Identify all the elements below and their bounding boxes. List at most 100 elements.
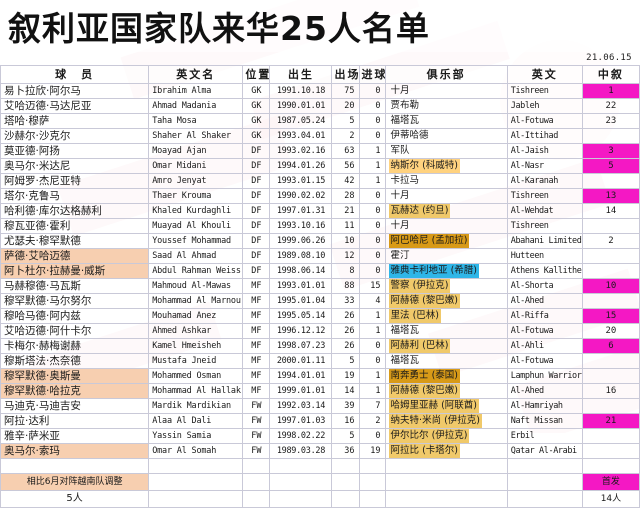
cell-cn-syr — [581, 428, 640, 444]
table-row[interactable]: 莫亚德·阿扬 Moayad Ajan DF 1993.02.16 63 1 军队 Al-Jai… — [0, 143, 640, 159]
cell-cn-syr: 3 — [581, 143, 640, 159]
cell-club: 贾布勒 — [384, 98, 508, 114]
cell-cn-syr — [581, 248, 640, 264]
cell-appearances: 2 — [331, 128, 360, 144]
cell-player-english: Yassin Samia — [148, 428, 244, 444]
cell-position: DF — [242, 173, 271, 189]
footer-empty-cell — [331, 473, 360, 491]
cell-birth: 1997.01.31 — [269, 203, 333, 219]
club-label: 警察 (伊拉克) — [388, 279, 451, 293]
cell-goals: 1 — [358, 173, 386, 189]
table-row[interactable]: 穆罕默德·哈拉克 Mohammad Al Hallak MF 1999.01.01 14… — [0, 383, 640, 399]
table-row[interactable]: 阿卜杜尔·拉赫曼·威斯 Abdul Rahman Weiss DF 1998.06.1… — [0, 263, 640, 279]
cell-goals: 0 — [358, 248, 386, 264]
club-label: 福塔瓦 — [390, 325, 420, 336]
cell-player-name: 奥马尔·索玛 — [0, 443, 150, 459]
cell-cn-syr — [581, 368, 640, 384]
table-row[interactable]: 塔尔·克鲁马 Thaer Krouma DF 1990.02.02 28 0 十月 Tishr… — [0, 188, 640, 204]
cell-position: DF — [242, 158, 271, 174]
cell-player-english: Omar Al Somah — [148, 443, 244, 459]
cell-cn-syr — [581, 128, 640, 144]
spacer-cell — [506, 458, 583, 474]
cell-appearances: 19 — [331, 368, 360, 384]
spacer-cell — [581, 458, 640, 474]
cell-goals: 15 — [358, 278, 386, 294]
cell-birth: 1990.01.01 — [269, 98, 333, 114]
spacer-cell — [331, 458, 360, 474]
spacer-cell — [358, 458, 386, 474]
club-label: 十月 — [390, 220, 410, 231]
table-row[interactable]: 雅辛·萨米亚 Yassin Samia FW 1998.02.22 5 0 伊尔比尔 (伊拉… — [0, 428, 640, 444]
club-label: 阿赫利 (巴林) — [388, 339, 451, 353]
cell-club-english: Naft Missan — [506, 413, 583, 429]
table-row[interactable]: 穆哈马德·阿内兹 Mouhamad Anez MF 1995.05.14 26 1 里法 (… — [0, 308, 640, 324]
cell-goals: 1 — [358, 158, 386, 174]
table-row[interactable]: 穆斯塔法·杰奈德 Mustafa Jneid MF 2000.01.11 5 0 福塔瓦 Al… — [0, 353, 640, 369]
table-row[interactable]: 易卜拉欣·阿尔马 Ibrahim Alma GK 1991.10.18 75 0 十月 Tis… — [0, 83, 640, 99]
cell-birth: 1993.02.16 — [269, 143, 333, 159]
spacer-cell — [269, 458, 333, 474]
table-row[interactable]: 阿拉·达利 Alaa Al Dali FW 1997.01.03 16 2 纳夫特·米尚 (… — [0, 413, 640, 429]
cell-birth: 1999.06.26 — [269, 233, 333, 249]
cell-appearances: 12 — [331, 248, 360, 264]
cell-club: 瓦赫达 (约旦) — [384, 203, 508, 219]
cell-position: DF — [242, 218, 271, 234]
table-row[interactable]: 塔哈·穆萨 Taha Mosa GK 1987.05.24 5 0 福塔瓦 Al-Fotuwa… — [0, 113, 640, 129]
table-row[interactable]: 奥马尔·米达尼 Omar Midani DF 1994.01.26 56 1 纳斯尔 (科威… — [0, 158, 640, 174]
cell-goals: 0 — [358, 233, 386, 249]
cell-club: 纳夫特·米尚 (伊拉克) — [384, 413, 508, 429]
club-label: 阿赫德 (黎巴嫩) — [388, 384, 460, 398]
club-label: 哈姆里亚赫 (阿联酋) — [388, 399, 479, 413]
table-row[interactable]: 穆罕默德·奥斯曼 Mohammed Osman MF 1994.01.01 19 1 南奔勇… — [0, 368, 640, 384]
table-row[interactable]: 穆瓦亚德·霍利 Muayad Al Khouli DF 1993.10.16 11 0 十月… — [0, 218, 640, 234]
table-row[interactable]: 尤瑟夫·穆罕默德 Youssef Mohammad DF 1999.06.26 10 0 阿… — [0, 233, 640, 249]
cell-player-english: Youssef Mohammad — [148, 233, 244, 249]
cell-club-english: Al-Ahli — [506, 338, 583, 354]
table-row[interactable]: 卡梅尔·赫梅谢赫 Kamel Hmeisheh MF 1998.07.23 26 0 阿赫利… — [0, 338, 640, 354]
cell-club: 十月 — [384, 188, 508, 204]
cell-club-english: Tishreen — [506, 83, 583, 99]
cell-player-english: Muayad Al Khouli — [148, 218, 244, 234]
cell-birth: 1991.10.18 — [269, 83, 333, 99]
cell-appearances: 63 — [331, 143, 360, 159]
footer-empty-cell — [358, 473, 386, 491]
cell-appearances: 5 — [331, 353, 360, 369]
cell-position: DF — [242, 233, 271, 249]
cell-club-english: Lamphun Warriors — [506, 368, 583, 384]
table-row[interactable]: 阿姆罗·杰尼亚特 Amro Jenyat DF 1993.01.15 42 1 卡拉马 Al-… — [0, 173, 640, 189]
cell-goals: 0 — [358, 83, 386, 99]
cell-club-english: Abahani Limited Dhaka — [506, 233, 583, 249]
header-position: 位置 — [242, 65, 271, 84]
cell-goals: 1 — [358, 143, 386, 159]
footer-empty-cell — [242, 473, 271, 491]
cell-goals: 0 — [358, 263, 386, 279]
cell-cn-syr: 2 — [581, 233, 640, 249]
table-row[interactable]: 哈利德·库尔达格赫利 Khaled Kurdaghli DF 1997.01.31 21… — [0, 203, 640, 219]
table-row[interactable]: 奥马尔·索玛 Omar Al Somah FW 1989.03.28 36 19 阿拉比 (… — [0, 443, 640, 459]
cell-cn-syr: 16 — [581, 383, 640, 399]
table-row[interactable]: 穆罕默德·马尔努尔 Mohammad Al Marnour MF 1995.01.04… — [0, 293, 640, 309]
cell-player-english: Saad Al Ahmad — [148, 248, 244, 264]
cell-player-english: Thaer Krouma — [148, 188, 244, 204]
cell-player-name: 萨德·艾哈迈德 — [0, 248, 150, 264]
cell-player-name: 卡梅尔·赫梅谢赫 — [0, 338, 150, 354]
cell-club: 阿巴哈尼 (孟加拉) — [384, 233, 508, 249]
cell-position: FW — [242, 443, 271, 459]
cell-club: 雅典卡利地亚 (希腊) — [384, 263, 508, 279]
cell-player-english: Taha Mosa — [148, 113, 244, 129]
cell-goals: 2 — [358, 413, 386, 429]
table-row[interactable]: 马赫穆德·马瓦斯 Mahmoud Al-Mawas MF 1993.01.01 88 15… — [0, 278, 640, 294]
table-row[interactable]: 艾哈迈德·马达尼亚 Ahmad Madania GK 1990.01.01 20 0 贾布勒… — [0, 98, 640, 114]
club-label: 纳斯尔 (科威特) — [388, 159, 460, 173]
table-row[interactable]: 马迪克·马迪吉安 Mardik Mardikian FW 1992.03.14 39 7 哈… — [0, 398, 640, 414]
cell-goals: 0 — [358, 113, 386, 129]
cell-position: DF — [242, 263, 271, 279]
cell-player-name: 雅辛·萨米亚 — [0, 428, 150, 444]
cell-player-name: 沙赫尔·沙克尔 — [0, 128, 150, 144]
table-row[interactable]: 艾哈迈德·阿什卡尔 Ahmed Ashkar MF 1996.12.12 26 1 福塔瓦 A… — [0, 323, 640, 339]
cell-cn-syr — [581, 263, 640, 279]
cell-player-english: Mardik Mardikian — [148, 398, 244, 414]
cell-player-name: 穆斯塔法·杰奈德 — [0, 353, 150, 369]
table-row[interactable]: 沙赫尔·沙克尔 Shaher Al Shaker GK 1993.04.01 2 0 伊蒂哈… — [0, 128, 640, 144]
table-row[interactable]: 萨德·艾哈迈德 Saad Al Ahmad DF 1989.08.10 12 0 霍汀 Hut… — [0, 248, 640, 264]
